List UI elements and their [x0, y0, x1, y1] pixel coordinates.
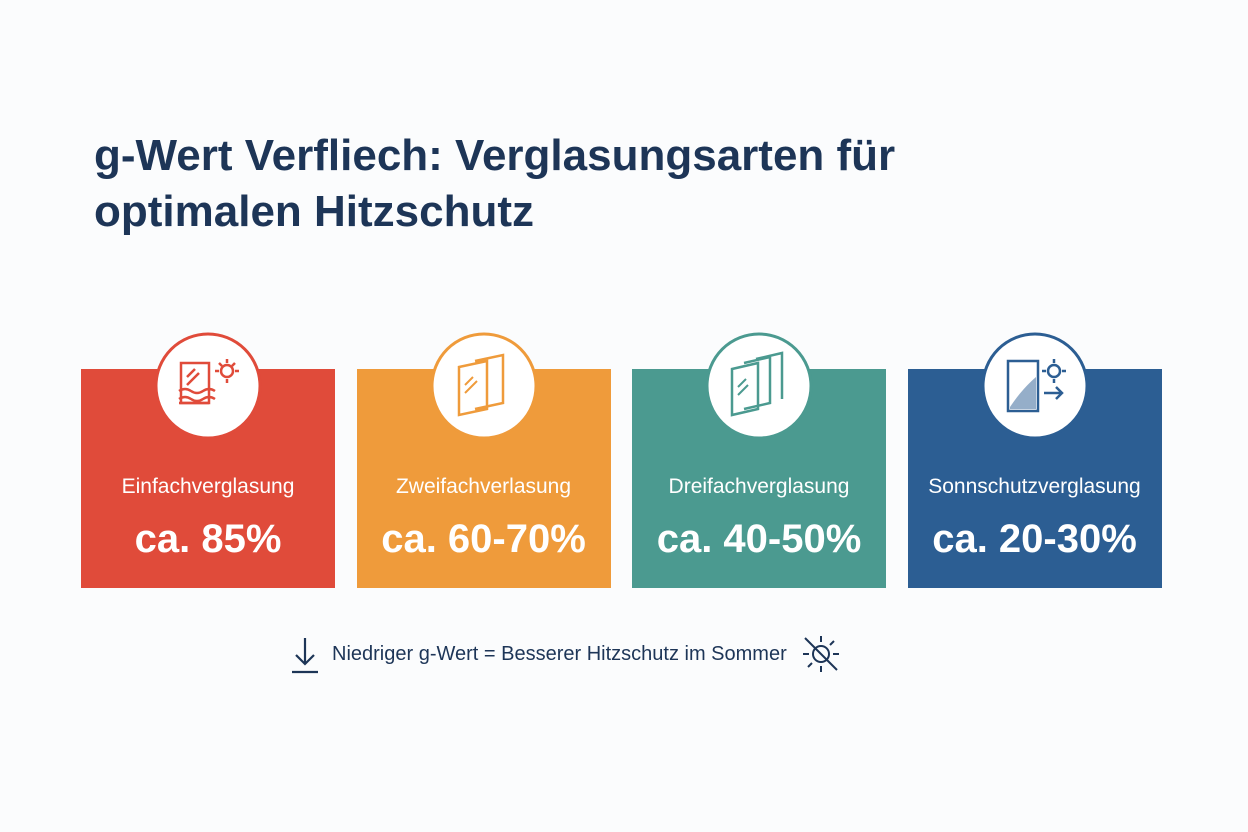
card-icon — [430, 332, 537, 440]
card-value: ca. 85% — [134, 517, 282, 561]
card: Einfachverglasung ca. 85% — [81, 332, 335, 588]
card-icon — [154, 332, 262, 440]
card-value: ca. 20-30% — [932, 517, 1137, 561]
card-icon — [981, 332, 1088, 440]
card-value: ca. 60-70% — [381, 517, 586, 561]
footer: Niedriger g-Wert = Besserer Hitzschutz i… — [288, 632, 845, 676]
card: Sonnschutzverglasung ca. 20-30% — [907, 332, 1162, 588]
card: Dreifachverglasung ca. 40-50% — [632, 332, 886, 588]
card-label: Dreifachverglasung — [668, 475, 850, 498]
card-icon — [705, 332, 813, 440]
arrow-icon — [292, 638, 318, 674]
title: g-Wert Verfliech: Verglasungsarten für o… — [94, 131, 896, 236]
footer-text: Niedriger g-Wert = Besserer Hitzschutz i… — [332, 642, 787, 665]
card-label: Einfachverglasung — [121, 475, 295, 498]
no-sun-icon — [802, 636, 839, 672]
card: Zweifachverlasung ca. 60-70% — [356, 332, 611, 588]
card-label: Sonnschutzverglasung — [928, 475, 1141, 498]
card-value: ca. 40-50% — [656, 517, 862, 561]
card-label: Zweifachverlasung — [395, 475, 572, 498]
